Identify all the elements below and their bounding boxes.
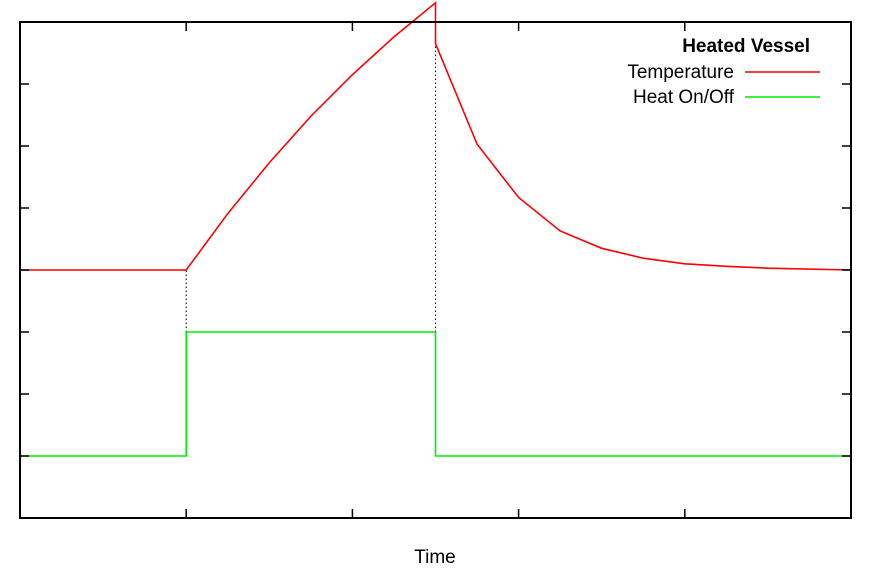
tick-layer [20, 22, 851, 518]
legend-label-heat: Heat On/Off [633, 87, 735, 108]
legend: Heated Vessel Temperature Heat On/Off [627, 36, 820, 108]
legend-label-temperature: Temperature [627, 62, 734, 83]
annotation-layer [185, 43, 436, 332]
legend-title: Heated Vessel [682, 36, 810, 57]
series-layer [20, 1, 852, 457]
series-line-temperature [20, 1, 852, 271]
series-line-heat-on-off [20, 331, 851, 457]
x-axis-label: Time [414, 547, 456, 568]
